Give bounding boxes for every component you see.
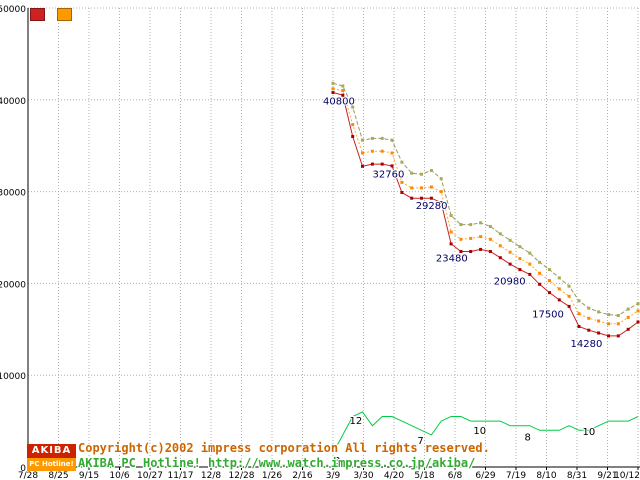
x-tick-label: 3/9 [326,471,341,480]
x-tick-label: 12/28 [229,471,255,480]
value-annotation: 7 [417,436,423,447]
x-tick-label: 7/28 [18,471,38,480]
chart-legend [30,8,72,21]
x-tick-label: 8/10 [536,471,556,480]
value-annotation: 14280 [571,339,603,350]
value-annotation: 3 [334,456,340,467]
x-tick-label: 8/25 [48,471,68,480]
series-lines [331,81,640,454]
x-tick-label: 10/27 [137,471,163,480]
x-tick-label: 10/6 [109,471,129,480]
x-tick-label: 1/26 [262,471,282,480]
axis-labels: 0 10000 20000 30000 40000 50000 7/28 8/25 9/15 10… [0,5,640,480]
value-annotation: 10 [583,427,596,438]
series-lowest-price [331,91,640,338]
x-tick-label: 3/30 [353,471,373,480]
akiba-logo: AKIBA PC Hotline! [27,444,76,471]
y-tick-label: 20000 [0,280,26,290]
x-tick-label: 11/17 [168,471,194,480]
x-tick-label: 9/15 [79,471,99,480]
x-tick-label: 6/8 [448,471,463,480]
value-annotation: 23480 [436,254,468,265]
y-tick-label: 0 [20,464,26,474]
gridlines [28,7,640,467]
x-tick-label: 10/12 [614,471,640,480]
y-tick-label: 10000 [0,372,26,382]
y-tick-label: 30000 [0,189,26,199]
copyright-text: Copyright(c)2002 impress corporation All… [78,441,490,455]
site-url-text: AKIBA PC Hotline! http://www.watch.impre… [78,456,476,470]
series-highest-price [331,81,640,317]
x-tick-label: 2/16 [292,471,312,480]
value-annotation: 29280 [416,201,448,212]
value-annotation: 17500 [532,309,564,320]
annotations: 40800 32760 29280 23480 20980 17500 14280 12 3 7 1… [322,96,603,469]
akiba-logo-subtitle: PC Hotline! [27,458,76,471]
x-tick-label: 7/19 [506,471,526,480]
legend-average-price-swatch [57,8,72,21]
x-tick-label: 9/21 [597,471,617,480]
value-annotation: 20980 [494,276,526,287]
x-tick-label: 5/18 [414,471,434,480]
value-annotation: 32760 [373,169,405,180]
x-tick-label: 12/8 [201,471,221,480]
value-annotation: 12 [350,416,363,427]
value-annotation: 10 [473,426,486,437]
value-annotation: 40800 [323,97,355,108]
x-tick-label: 8/31 [567,471,587,480]
y-tick-label: 50000 [0,5,26,15]
value-annotation: 8 [525,432,531,443]
series-average-price [331,87,640,326]
series-shop-count [332,411,639,454]
x-tick-label: 6/29 [475,471,495,480]
akiba-logo-title: AKIBA [27,444,76,458]
y-tick-label: 40000 [0,97,26,107]
x-tick-label: 4/20 [384,471,404,480]
legend-lowest-price-swatch [30,8,45,21]
